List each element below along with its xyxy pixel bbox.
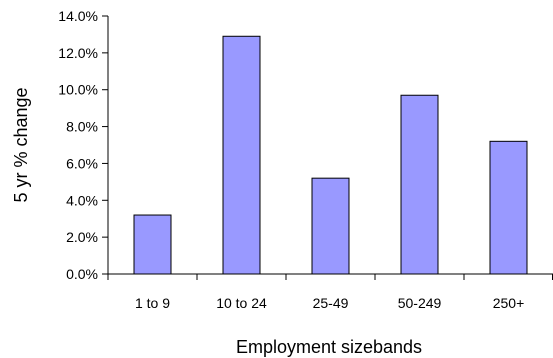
bar-1-to-9 <box>133 214 172 275</box>
y-axis-title: 5 yr % change <box>11 87 31 202</box>
x-tick-label: 1 to 9 <box>135 295 170 311</box>
y-tick-label: 2.0% <box>66 229 98 245</box>
y-axis: 0.0% 2.0% 4.0% 6.0% 8.0% 10.0% 12.0% 14.0% <box>58 8 109 282</box>
y-tick-label: 8.0% <box>66 119 98 135</box>
y-tick-label: 0.0% <box>66 266 98 282</box>
bar-250+ <box>489 140 528 275</box>
x-tick-label: 25-49 <box>313 295 349 311</box>
y-tick-label: 14.0% <box>58 8 98 24</box>
bar-50-249 <box>400 94 439 275</box>
y-tick-label: 12.0% <box>58 45 98 61</box>
x-tick-label: 10 to 24 <box>216 295 267 311</box>
bars <box>133 35 528 275</box>
x-axis-title: Employment sizebands <box>236 337 422 357</box>
y-tick-label: 4.0% <box>66 192 98 208</box>
x-axis: 1 to 9 10 to 24 25-49 50-249 250+ <box>107 273 553 311</box>
bar-25-49 <box>311 177 350 275</box>
x-tick-label: 250+ <box>493 295 525 311</box>
bar-10-to-24 <box>222 35 261 275</box>
x-tick-label: 50-249 <box>398 295 442 311</box>
y-tick-label: 6.0% <box>66 155 98 171</box>
y-tick-label: 10.0% <box>58 82 98 98</box>
